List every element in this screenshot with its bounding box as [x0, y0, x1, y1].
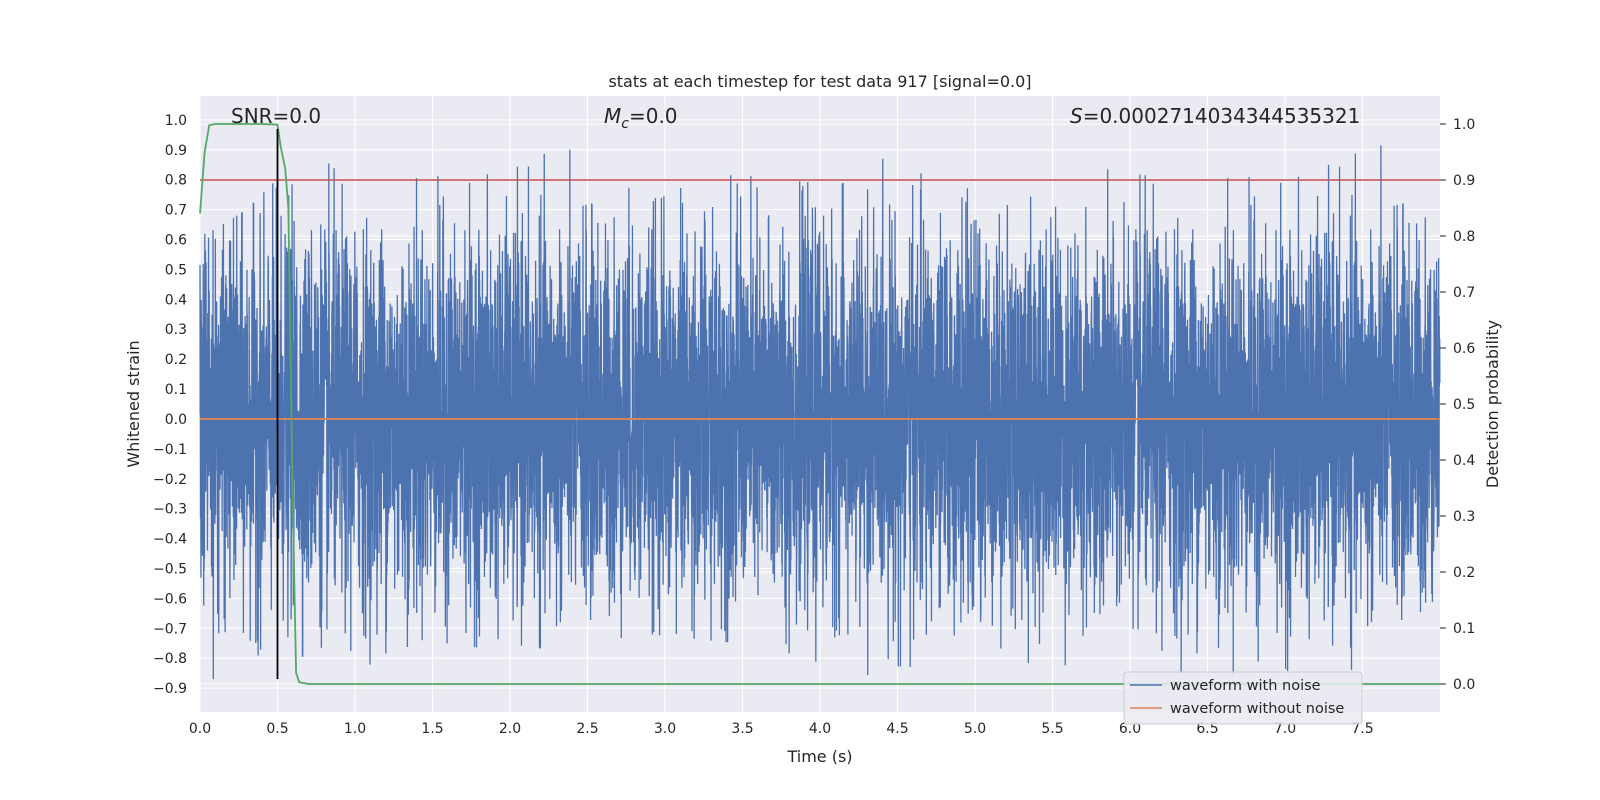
s-value: =0.000271403434453532​1 [1083, 104, 1361, 128]
x-tick-label: 0.0 [189, 721, 211, 737]
y-tick-label: −0.8 [153, 651, 187, 667]
noise-waveform-layer [199, 145, 1441, 680]
x-tick-label: 6.0 [1119, 721, 1141, 737]
y-tick-label: 0.8 [165, 173, 187, 189]
legend-box [1123, 671, 1363, 725]
legend-label-noise: waveform with noise [1170, 678, 1321, 694]
y-tick-label: 0.0 [165, 412, 187, 428]
x-tick-label: 4.0 [809, 721, 831, 737]
y2-tick-label: 0.0 [1453, 677, 1475, 693]
x-tick-label: 5.0 [964, 721, 986, 737]
y-tick-label: −0.6 [153, 591, 187, 607]
y-tick-label: −0.5 [153, 561, 187, 577]
s-symbol: S [1070, 104, 1083, 128]
y2-tick-label: 1.0 [1453, 117, 1475, 133]
legend-label-clean: waveform without noise [1170, 701, 1344, 717]
x-tick-label: 5.5 [1041, 721, 1063, 737]
y2-tick-label: 0.8 [1453, 229, 1475, 245]
legend: waveform with noise waveform without noi… [1123, 671, 1363, 725]
x-tick-label: 2.5 [576, 721, 598, 737]
y2-tick-label: 0.5 [1453, 397, 1475, 413]
x-tick-label: 1.0 [344, 721, 366, 737]
y-tick-label: 0.9 [165, 143, 187, 159]
y-tick-label: 0.5 [165, 262, 187, 278]
y-tick-label: −0.1 [153, 442, 187, 458]
x-tick-label: 6.5 [1196, 721, 1218, 737]
y2-tick-label: 0.2 [1453, 565, 1475, 581]
y-tick-label: 0.7 [165, 203, 187, 219]
x-tick-label: 2.0 [499, 721, 521, 737]
y2-tick-label: 0.3 [1453, 509, 1475, 525]
y2-tick-label: 0.9 [1453, 173, 1475, 189]
y-tick-label: −0.7 [153, 621, 187, 637]
y-tick-label: −0.9 [153, 681, 187, 697]
y2-tick-label: 0.4 [1453, 453, 1475, 469]
mc-symbol: M [604, 104, 621, 128]
y2-tick-label: 0.6 [1453, 341, 1475, 357]
mc-subscript: c [621, 116, 629, 132]
x-tick-label: 3.0 [654, 721, 676, 737]
tick-labels: 0.0 0.5 1.0 1.5 2.0 2.5 3.0 3.5 4.0 4.5 5.0 5.5 6.0 6… [153, 113, 1475, 737]
x-tick-label: 1.5 [421, 721, 443, 737]
y2-tick-label: 0.7 [1453, 285, 1475, 301]
y-tick-label: 0.6 [165, 233, 187, 249]
series-lines [199, 123, 1440, 685]
y-tick-label: 0.4 [165, 292, 187, 308]
chirp-mass-annotation: Mc=0.0 [604, 104, 678, 132]
y-tick-label: −0.3 [153, 502, 187, 518]
waveform-with-noise-line [199, 145, 1441, 680]
x-tick-label: 7.5 [1351, 721, 1373, 737]
y2-tick-label: 0.1 [1453, 621, 1475, 637]
x-tick-label: 0.5 [266, 721, 288, 737]
x-tick-label: 3.5 [731, 721, 753, 737]
y-tick-label: 0.2 [165, 352, 187, 368]
y-tick-label: −0.2 [153, 472, 187, 488]
s-annotation: S=0.000271403434453532​1 [1070, 104, 1360, 128]
y-tick-label: −0.4 [153, 532, 187, 548]
y-axis-label: Whitened strain [124, 340, 143, 467]
y-tick-label: 0.3 [165, 322, 187, 338]
snr-annotation: SNR=0.0 [231, 104, 321, 128]
mc-value: =0.0 [629, 104, 678, 128]
detection-probability-line [199, 123, 1440, 685]
y-tick-label: 1.0 [165, 113, 187, 129]
x-tick-label: 7.0 [1274, 721, 1296, 737]
y2-axis-label: Detection probability [1483, 320, 1502, 488]
chart-title: stats at each timestep for test data 917… [608, 72, 1031, 91]
x-axis-label: Time (s) [786, 747, 852, 766]
x-tick-label: 4.5 [886, 721, 908, 737]
y-tick-label: 0.1 [165, 382, 187, 398]
